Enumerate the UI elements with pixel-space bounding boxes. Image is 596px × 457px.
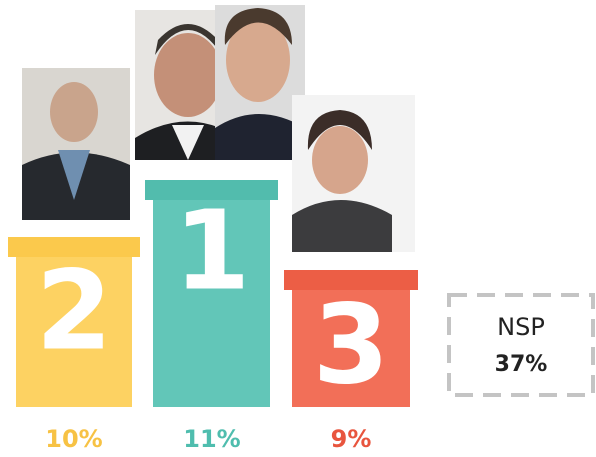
nsp-box: NSP 37% <box>447 293 595 397</box>
rank: 2 <box>36 246 113 374</box>
percent: 11% <box>183 425 240 453</box>
podium-1: 1 <box>145 180 278 407</box>
podium-3: 3 <box>284 270 418 408</box>
podium-2: 2 <box>8 237 140 407</box>
photo <box>292 95 415 252</box>
rank: 1 <box>174 186 251 314</box>
percent: 10% <box>45 425 102 453</box>
nsp-percent: 37% <box>495 352 548 377</box>
percent: 9% <box>331 425 372 453</box>
photo <box>215 5 305 160</box>
rank: 3 <box>313 280 390 408</box>
photo <box>22 68 130 220</box>
nsp-label: NSP <box>497 313 545 341</box>
